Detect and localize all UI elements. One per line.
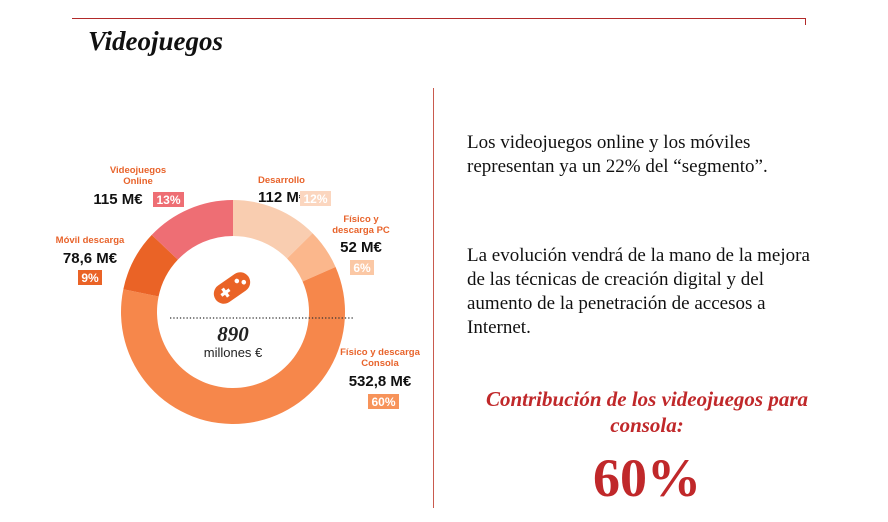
label-name-movil-descarga: Móvil descarga xyxy=(56,235,125,246)
gamepad-icon xyxy=(213,272,251,304)
pct-badge-movil-descarga xyxy=(78,270,102,285)
pct-text-fisico-y-descarga-consola: 60% xyxy=(371,395,395,409)
label-value-movil-descarga: 78,6 M€ xyxy=(63,250,118,267)
donut-slices xyxy=(121,200,346,424)
label-value-fisico-y-descarga-consola: 532,8 M€ xyxy=(349,373,412,390)
label-value-fisico-y-descarga-pc: 52 M€ xyxy=(340,239,382,256)
highlight-label: Contribución de los videojuegos para con… xyxy=(485,387,809,437)
pct-text-fisico-y-descarga-pc: 6% xyxy=(353,261,371,275)
label-fisico-y-descarga-consola: Físico y descarga Consola 532,8 M€ 60% xyxy=(340,347,421,409)
pct-badge-fisico-y-descarga-consola xyxy=(368,394,399,409)
center-unit: millones € xyxy=(204,345,263,360)
label-name-videojuegos-online: Videojuegos Online xyxy=(110,165,166,187)
top-rule xyxy=(72,18,806,19)
page-title: Videojuegos xyxy=(88,26,224,56)
donut-chart: 890 millones € Desarrollo 112 M€12% Físico… xyxy=(56,165,421,424)
top-rule-tick xyxy=(805,18,806,25)
column-divider xyxy=(433,88,434,508)
slice-movil-descarga xyxy=(123,234,178,297)
highlight-value: 60% xyxy=(593,448,701,508)
label-movil-descarga: Móvil descarga 78,6 M€ 9% xyxy=(56,235,125,285)
pct-text-movil-descarga: 9% xyxy=(81,271,99,285)
paragraph-evolution: La evolución vendrá de la mano de la mej… xyxy=(467,245,810,338)
pct-text-videojuegos-online: 13% xyxy=(156,193,180,207)
slice-videojuegos-online xyxy=(151,200,233,260)
label-value-videojuegos-online: 115 M€ xyxy=(93,191,143,208)
paragraph-online-mobile: Los videojuegos online y los móviles rep… xyxy=(467,132,768,177)
center-total: 890 xyxy=(217,322,249,346)
slice-fisico-y-descarga-consola xyxy=(121,266,346,424)
label-name-desarrollo: Desarrollo xyxy=(258,175,305,186)
pct-text-desarrollo: 12% xyxy=(303,192,327,206)
slice-labels: Desarrollo 112 M€12% Físico y descarga PC 52… xyxy=(56,165,421,409)
pct-badge-fisico-y-descarga-pc xyxy=(350,260,374,275)
slice-desarrollo xyxy=(233,200,313,259)
label-name-fisico-y-descarga-consola: Físico y descarga Consola xyxy=(340,347,420,369)
slice-fisico-y-descarga-pc xyxy=(287,233,336,282)
pct-badge-videojuegos-online xyxy=(153,192,184,207)
donut-center: 890 millones € xyxy=(170,272,354,360)
label-fisico-y-descarga-pc: Físico y descarga PC 52 M€ 6% xyxy=(332,214,390,275)
label-name-fisico-y-descarga-pc: Físico y descarga PC xyxy=(332,214,390,236)
label-value-desarrollo: 112 M€ xyxy=(258,189,308,206)
pct-badge-desarrollo xyxy=(300,191,331,206)
label-videojuegos-online: Videojuegos Online 115 M€ 13% xyxy=(93,165,184,208)
label-desarrollo: Desarrollo 112 M€12% xyxy=(258,175,331,206)
